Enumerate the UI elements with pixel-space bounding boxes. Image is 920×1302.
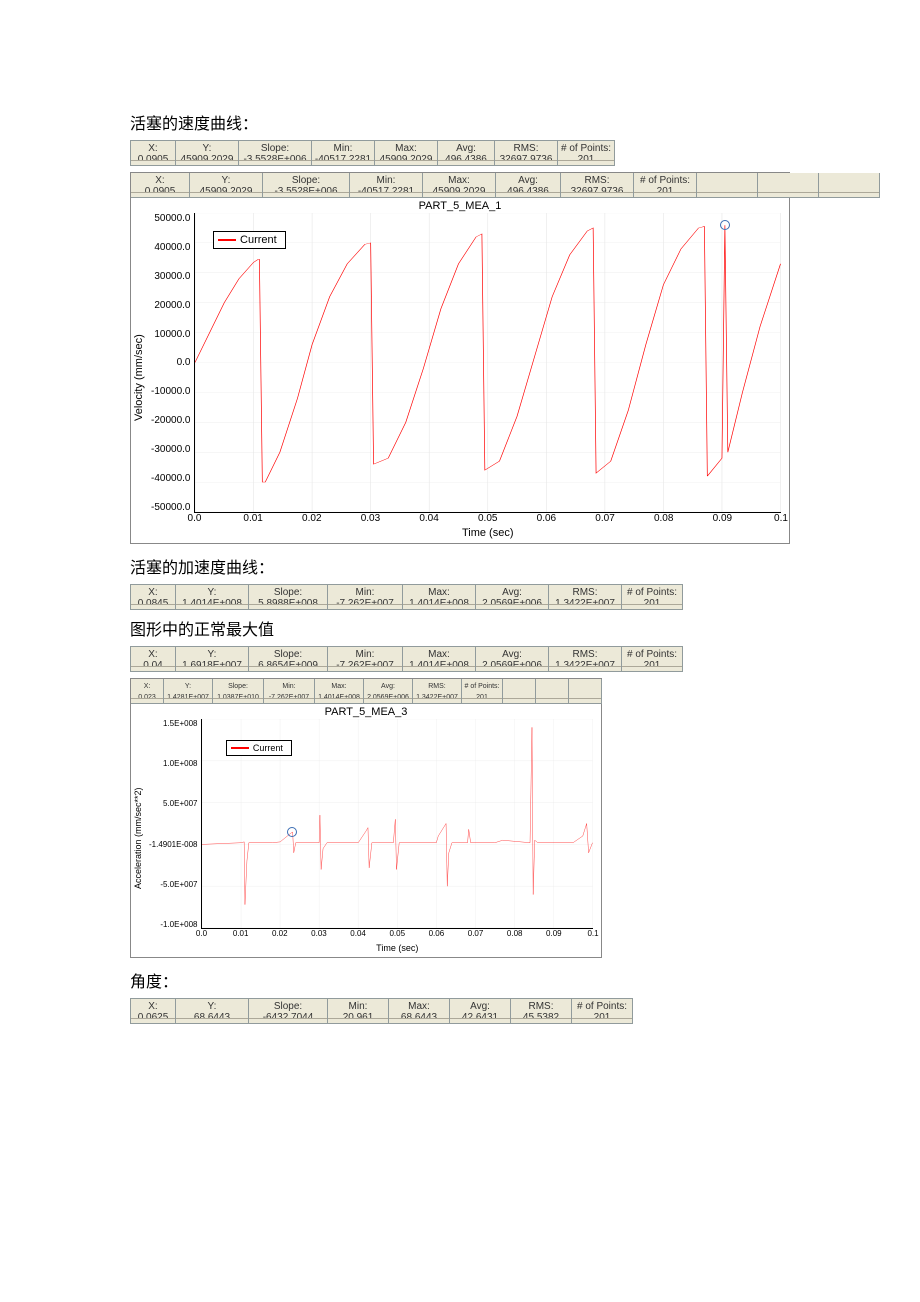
stat-cell: Y:1.4281E+007 (164, 679, 213, 704)
stat-cell (569, 679, 602, 704)
stat-cell: Avg:496.4386 (438, 141, 495, 166)
accel-yaxis: 1.5E+0081.0E+0085.0E+007-1.4901E-008-5.0… (145, 719, 201, 929)
stat-cell (536, 679, 569, 704)
accel-xlabel: Time (sec) (201, 943, 593, 957)
velocity-plot-area: Current (194, 213, 781, 513)
stat-cell: Avg:2.0569E+006 (476, 647, 549, 672)
stat-cell: # of Points:201 (622, 647, 683, 672)
velocity-marker-icon (720, 220, 730, 230)
stat-cell: Slope:6.8654E+009 (249, 647, 328, 672)
stat-cell: Y:1.4014E+008 (176, 585, 249, 610)
stat-cell: Min:-7.262E+007 (328, 585, 403, 610)
stat-cell: Max:68.6443 (389, 999, 450, 1024)
velocity-ylabel: Velocity (mm/sec) (131, 213, 147, 543)
legend-line-icon (218, 239, 236, 241)
stat-cell: # of Points:201 (572, 999, 633, 1024)
accel-mini-stats: X:0.023Y:1.4281E+007Slope:1.0387E+010Min… (131, 679, 602, 704)
accel-legend: Current (226, 740, 292, 756)
heading-velocity: 活塞的速度曲线： (130, 110, 790, 134)
stat-cell: RMS:1.3422E+007 (413, 679, 462, 704)
stat-cell: Max:1.4014E+008 (403, 647, 476, 672)
stat-cell: Min:-7.262E+007 (264, 679, 315, 704)
stat-cell: Avg:2.0569E+006 (364, 679, 413, 704)
velocity-xaxis: 0.00.010.020.030.040.050.060.070.080.090… (194, 513, 781, 527)
stat-cell: Avg:42.6431 (450, 999, 511, 1024)
stat-cell: RMS:1.3422E+007 (549, 585, 622, 610)
accel-marker-icon (287, 827, 297, 837)
stat-cell: # of Points:201 (558, 141, 615, 166)
stat-cell: Slope:-6432.7044 (249, 999, 328, 1024)
stat-cell: # of Points:201 (622, 585, 683, 610)
stat-cell (758, 173, 819, 198)
accel-xaxis: 0.00.010.020.030.040.050.060.070.080.090… (201, 929, 593, 943)
accel-legend-label: Current (253, 743, 283, 753)
stat-cell: Slope:-3.5528E+006 (263, 173, 350, 198)
stat-cell: Min:-7.262E+007 (328, 647, 403, 672)
stat-cell: X:0.023 (131, 679, 164, 704)
velocity-stats-wide: X:0.0905Y:45909.2029Slope:-3.5528E+006Mi… (131, 173, 880, 198)
stat-cell: RMS:32697.9736 (495, 141, 558, 166)
stat-cell: Max:1.4014E+008 (403, 585, 476, 610)
heading-normalmax: 图形中的正常最大值 (130, 616, 790, 640)
velocity-yaxis: 50000.040000.030000.020000.010000.00.0-1… (147, 213, 194, 513)
stat-cell: X:0.0625 (131, 999, 176, 1024)
stat-cell: Slope:5.8988E+008 (249, 585, 328, 610)
stat-cell: Slope:1.0387E+010 (213, 679, 264, 704)
stat-cell: Min:-40517.2281 (312, 141, 375, 166)
stat-cell: Max:45909.2029 (423, 173, 496, 198)
stat-cell: RMS:45.5382 (511, 999, 572, 1024)
stat-cell: Avg:2.0569E+006 (476, 585, 549, 610)
stat-cell: RMS:32697.9736 (561, 173, 634, 198)
stat-cell (819, 173, 880, 198)
stat-cell: # of Points:201 (462, 679, 503, 704)
stat-cell: Y:45909.2029 (176, 141, 239, 166)
stat-cell: Avg:496.4386 (496, 173, 561, 198)
legend-line-icon (231, 747, 249, 749)
stat-cell: Y:68.6443 (176, 999, 249, 1024)
stat-cell: # of Points:201 (634, 173, 697, 198)
stat-cell: Min:-40517.2281 (350, 173, 423, 198)
velocity-legend: Current (213, 231, 286, 249)
stat-cell: Max:1.4014E+008 (315, 679, 364, 704)
stat-cell: Y:1.6918E+007 (176, 647, 249, 672)
stat-cell: RMS:1.3422E+007 (549, 647, 622, 672)
velocity-figure: X:0.0905Y:45909.2029Slope:-3.5528E+006Mi… (130, 172, 790, 544)
stat-cell: X:0.04 (131, 647, 176, 672)
stat-cell: X:0.0905 (131, 173, 190, 198)
stat-cell: Y:45909.2029 (190, 173, 263, 198)
accel-figure: X:0.023Y:1.4281E+007Slope:1.0387E+010Min… (130, 678, 602, 958)
velocity-stats-small: X:0.0905Y:45909.2029Slope:-3.5528E+006Mi… (130, 140, 615, 166)
accel-ylabel: Acceleration (mm/sec**2) (131, 719, 145, 957)
stat-cell: Max:45909.2029 (375, 141, 438, 166)
heading-accel: 活塞的加速度曲线： (130, 554, 790, 578)
velocity-legend-label: Current (240, 234, 277, 246)
stat-cell: Slope:-3.5528E+006 (239, 141, 312, 166)
heading-angle: 角度： (130, 968, 790, 992)
velocity-chart-title: PART_5_MEA_1 (131, 198, 789, 213)
stat-cell (503, 679, 536, 704)
stat-cell: X:0.0845 (131, 585, 176, 610)
angle-stats: X:0.0625Y:68.6443Slope:-6432.7044Min:20.… (130, 998, 633, 1024)
stat-cell: Min:20.961 (328, 999, 389, 1024)
stat-cell: X:0.0905 (131, 141, 176, 166)
stat-cell (697, 173, 758, 198)
normalmax-stats: X:0.04Y:1.6918E+007Slope:6.8654E+009Min:… (130, 646, 683, 672)
velocity-xlabel: Time (sec) (194, 527, 781, 543)
accel-stats: X:0.0845Y:1.4014E+008Slope:5.8988E+008Mi… (130, 584, 683, 610)
accel-chart-title: PART_5_MEA_3 (131, 704, 601, 719)
accel-plot-area: Current (201, 719, 593, 929)
